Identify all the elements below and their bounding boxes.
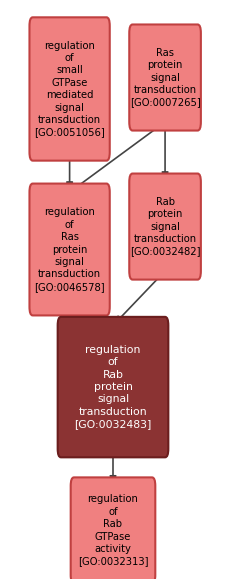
FancyBboxPatch shape: [129, 174, 200, 280]
FancyBboxPatch shape: [29, 18, 109, 161]
FancyBboxPatch shape: [57, 317, 168, 457]
Text: regulation
of
Rab
GTPase
activity
[GO:0032313]: regulation of Rab GTPase activity [GO:00…: [77, 494, 148, 566]
Text: regulation
of
small
GTPase
mediated
signal
transduction
[GO:0051056]: regulation of small GTPase mediated sign…: [34, 40, 105, 137]
Text: regulation
of
Ras
protein
signal
transduction
[GO:0046578]: regulation of Ras protein signal transdu…: [34, 207, 104, 292]
Text: Rab
protein
signal
transduction
[GO:0032482]: Rab protein signal transduction [GO:0032…: [129, 197, 199, 256]
FancyBboxPatch shape: [129, 25, 200, 130]
Text: Ras
protein
signal
transduction
[GO:0007265]: Ras protein signal transduction [GO:0007…: [129, 48, 200, 107]
FancyBboxPatch shape: [70, 477, 155, 583]
FancyBboxPatch shape: [29, 184, 109, 315]
Text: regulation
of
Rab
protein
signal
transduction
[GO:0032483]: regulation of Rab protein signal transdu…: [74, 345, 151, 429]
